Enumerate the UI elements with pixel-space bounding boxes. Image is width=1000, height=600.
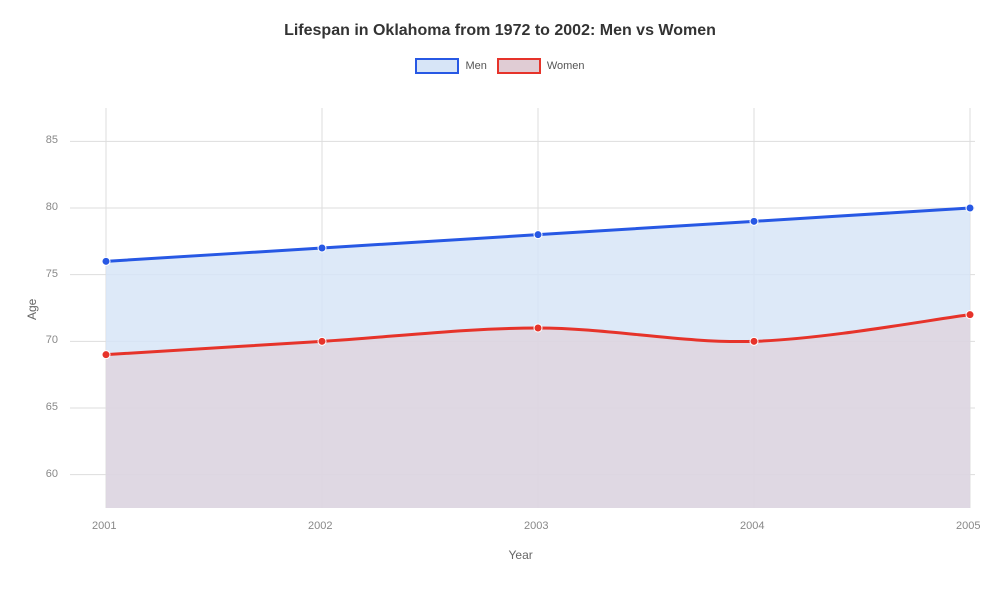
y-tick-label: 85 xyxy=(46,134,58,146)
y-axis-title: Age xyxy=(25,299,39,320)
legend: Men Women xyxy=(0,58,1000,74)
chart-container: Lifespan in Oklahoma from 1972 to 2002: … xyxy=(0,0,1000,600)
legend-swatch-men xyxy=(415,58,459,74)
legend-item-men: Men xyxy=(415,58,486,74)
y-tick-label: 70 xyxy=(46,334,58,346)
y-tick-label: 75 xyxy=(46,268,58,280)
x-axis-title: Year xyxy=(509,548,533,562)
y-tick-label: 60 xyxy=(46,468,58,480)
y-tick-label: 80 xyxy=(46,201,58,213)
x-tick-label: 2004 xyxy=(740,520,764,532)
y-tick-label: 65 xyxy=(46,401,58,413)
x-tick-label: 2005 xyxy=(956,520,980,532)
chart-svg xyxy=(70,108,975,508)
legend-label-men: Men xyxy=(465,60,486,72)
x-tick-label: 2003 xyxy=(524,520,548,532)
legend-item-women: Women xyxy=(497,58,585,74)
plot-area: 606570758085 20012002200320042005 xyxy=(70,108,975,508)
legend-swatch-women xyxy=(497,58,541,74)
legend-label-women: Women xyxy=(547,60,585,72)
x-tick-label: 2002 xyxy=(308,520,332,532)
x-tick-label: 2001 xyxy=(92,520,116,532)
chart-title: Lifespan in Oklahoma from 1972 to 2002: … xyxy=(0,0,1000,40)
